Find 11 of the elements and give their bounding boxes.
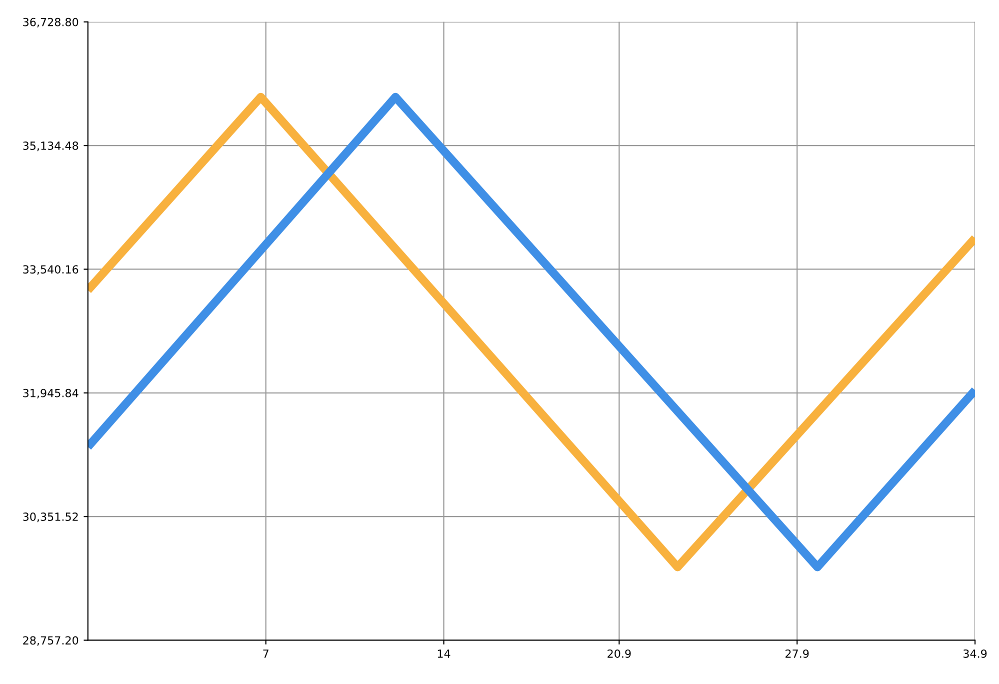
y-tick-label: 35,134.48 bbox=[23, 142, 78, 152]
y-tick-label: 31,945.84 bbox=[23, 388, 78, 398]
y-tick-label: 30,351.52 bbox=[23, 512, 78, 522]
x-tick-label: 20.9 bbox=[608, 649, 631, 658]
x-tick-label: 27.9 bbox=[786, 649, 809, 658]
x-tick-label: 34.9 bbox=[964, 649, 987, 658]
x-tick-label: 14 bbox=[438, 650, 450, 658]
y-tick-label: 33,540.16 bbox=[23, 265, 78, 275]
x-tick-label: 7 bbox=[263, 650, 268, 658]
y-tick-label: 28,757.20 bbox=[23, 636, 78, 646]
y-tick-label: 36,728.80 bbox=[23, 18, 78, 28]
